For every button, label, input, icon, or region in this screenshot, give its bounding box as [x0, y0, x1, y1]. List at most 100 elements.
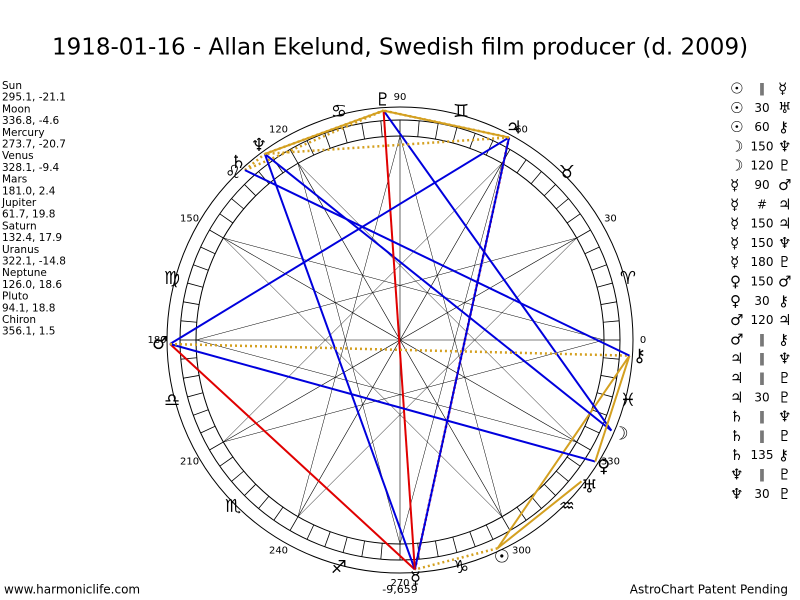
ring-tick — [180, 320, 197, 323]
ring-tick — [183, 301, 200, 305]
aspect-a: ♃ — [730, 369, 743, 387]
ring-tick — [200, 425, 216, 434]
ring-tick — [485, 524, 494, 540]
aspect-line — [264, 109, 384, 155]
planet-name: Moon — [2, 103, 31, 115]
planet-glyph: ♃ — [506, 118, 522, 139]
aspect-line — [382, 110, 416, 570]
footer-right: AstroChart Patent Pending — [630, 583, 788, 597]
ring-tick — [306, 140, 315, 156]
ring-tick — [231, 470, 244, 482]
aspect-type: 90 — [754, 178, 769, 192]
ring-tick — [576, 229, 591, 239]
planet-name: Venus — [2, 150, 34, 162]
sign-glyph: ♉ — [559, 162, 575, 183]
aspect-type: 30 — [754, 390, 769, 404]
ring-tick — [485, 140, 494, 156]
star-line — [195, 237, 577, 341]
aspect-type: ‖ — [759, 332, 765, 346]
ring-tick — [603, 320, 620, 323]
planet-name: Saturn — [2, 220, 37, 232]
sign-glyph: ♈ — [620, 268, 636, 289]
aspect-type: # — [757, 197, 767, 211]
sign-glyph: ♒ — [559, 496, 575, 517]
degree-label: 180 — [147, 335, 166, 346]
aspect-a: ♂ — [730, 330, 743, 348]
planet-glyph: ♀ — [597, 456, 610, 477]
ring-tick — [584, 425, 600, 434]
planet-glyph: ♄ — [230, 152, 246, 173]
aspect-b: ♃ — [778, 215, 791, 233]
ring-tick — [219, 456, 234, 467]
degree-label: 90 — [394, 92, 407, 103]
degree-label: 150 — [180, 214, 199, 225]
aspect-a: ☽ — [730, 137, 743, 155]
planet-glyph: ♂ — [152, 333, 168, 354]
ring-tick — [566, 213, 581, 224]
ring-tick — [417, 120, 420, 137]
aspect-line — [496, 480, 583, 550]
ring-tick — [324, 531, 331, 547]
ring-tick — [543, 184, 556, 197]
aspect-b: ♇ — [778, 427, 791, 445]
aspect-type: 30 — [754, 294, 769, 308]
degree-label: 60 — [515, 125, 528, 136]
planet-coords: 94.1, 18.8 — [2, 302, 55, 314]
ring-tick — [273, 506, 284, 521]
aspect-line — [594, 355, 631, 462]
ring-tick — [306, 524, 315, 540]
aspect-type: 135 — [751, 448, 774, 462]
ring-tick — [380, 120, 383, 137]
aspect-type: 30 — [754, 101, 769, 115]
ring-tick — [187, 392, 204, 398]
aspect-a: ♆ — [730, 485, 743, 503]
sign-glyph: ♊ — [453, 101, 469, 122]
aspect-line — [244, 169, 630, 357]
ring-tick — [289, 516, 299, 531]
degree-label: 0 — [640, 335, 646, 346]
aspect-a: ☉ — [730, 118, 743, 136]
aspect-a: ☿ — [730, 234, 739, 252]
ring-tick — [469, 531, 476, 547]
ring-tick — [435, 123, 439, 140]
planet-name: Pluto — [2, 291, 28, 303]
star-line — [297, 237, 577, 517]
aspect-a: ♀ — [730, 292, 741, 310]
ring-tick — [219, 213, 234, 224]
aspect-line — [170, 342, 630, 357]
ring-tick — [193, 409, 209, 416]
ring-tick — [584, 246, 600, 255]
star-line — [195, 339, 577, 443]
aspect-type: 150 — [751, 275, 774, 289]
footer-left: www.harmoniclife.com — [4, 583, 140, 597]
aspect-type: ‖ — [759, 410, 765, 424]
aspect-b: ♃ — [778, 311, 791, 329]
planet-coords: 181.0, 2.4 — [2, 185, 56, 197]
star-line — [223, 237, 503, 517]
sign-glyph: ♑ — [453, 557, 469, 578]
aspect-b: ♅ — [778, 99, 791, 117]
aspect-a: ☿ — [730, 176, 739, 194]
aspect-a: ☽ — [730, 157, 743, 175]
planet-glyph: ☿ — [410, 568, 421, 589]
degree-label: 210 — [180, 457, 199, 468]
sign-glyph: ♋ — [331, 101, 347, 122]
degree-label: 270 — [390, 578, 409, 589]
aspect-line — [169, 343, 416, 571]
bottom-label: -9,659 — [382, 583, 417, 596]
aspect-type: ‖ — [759, 429, 765, 443]
degree-label: 330 — [601, 457, 620, 468]
aspect-b: ♆ — [778, 137, 791, 155]
ring-tick — [258, 496, 270, 509]
star-line — [223, 237, 605, 341]
ring-tick — [603, 357, 620, 360]
aspect-b: ♇ — [778, 485, 791, 503]
aspect-type: ‖ — [759, 371, 765, 385]
aspect-a: ☿ — [730, 215, 739, 233]
ring-tick — [591, 264, 607, 271]
planet-name: Chiron — [2, 314, 36, 326]
planet-coords: 61.7, 19.8 — [2, 209, 55, 221]
planet-glyph: ⚷ — [633, 345, 646, 366]
aspect-line — [169, 343, 596, 463]
